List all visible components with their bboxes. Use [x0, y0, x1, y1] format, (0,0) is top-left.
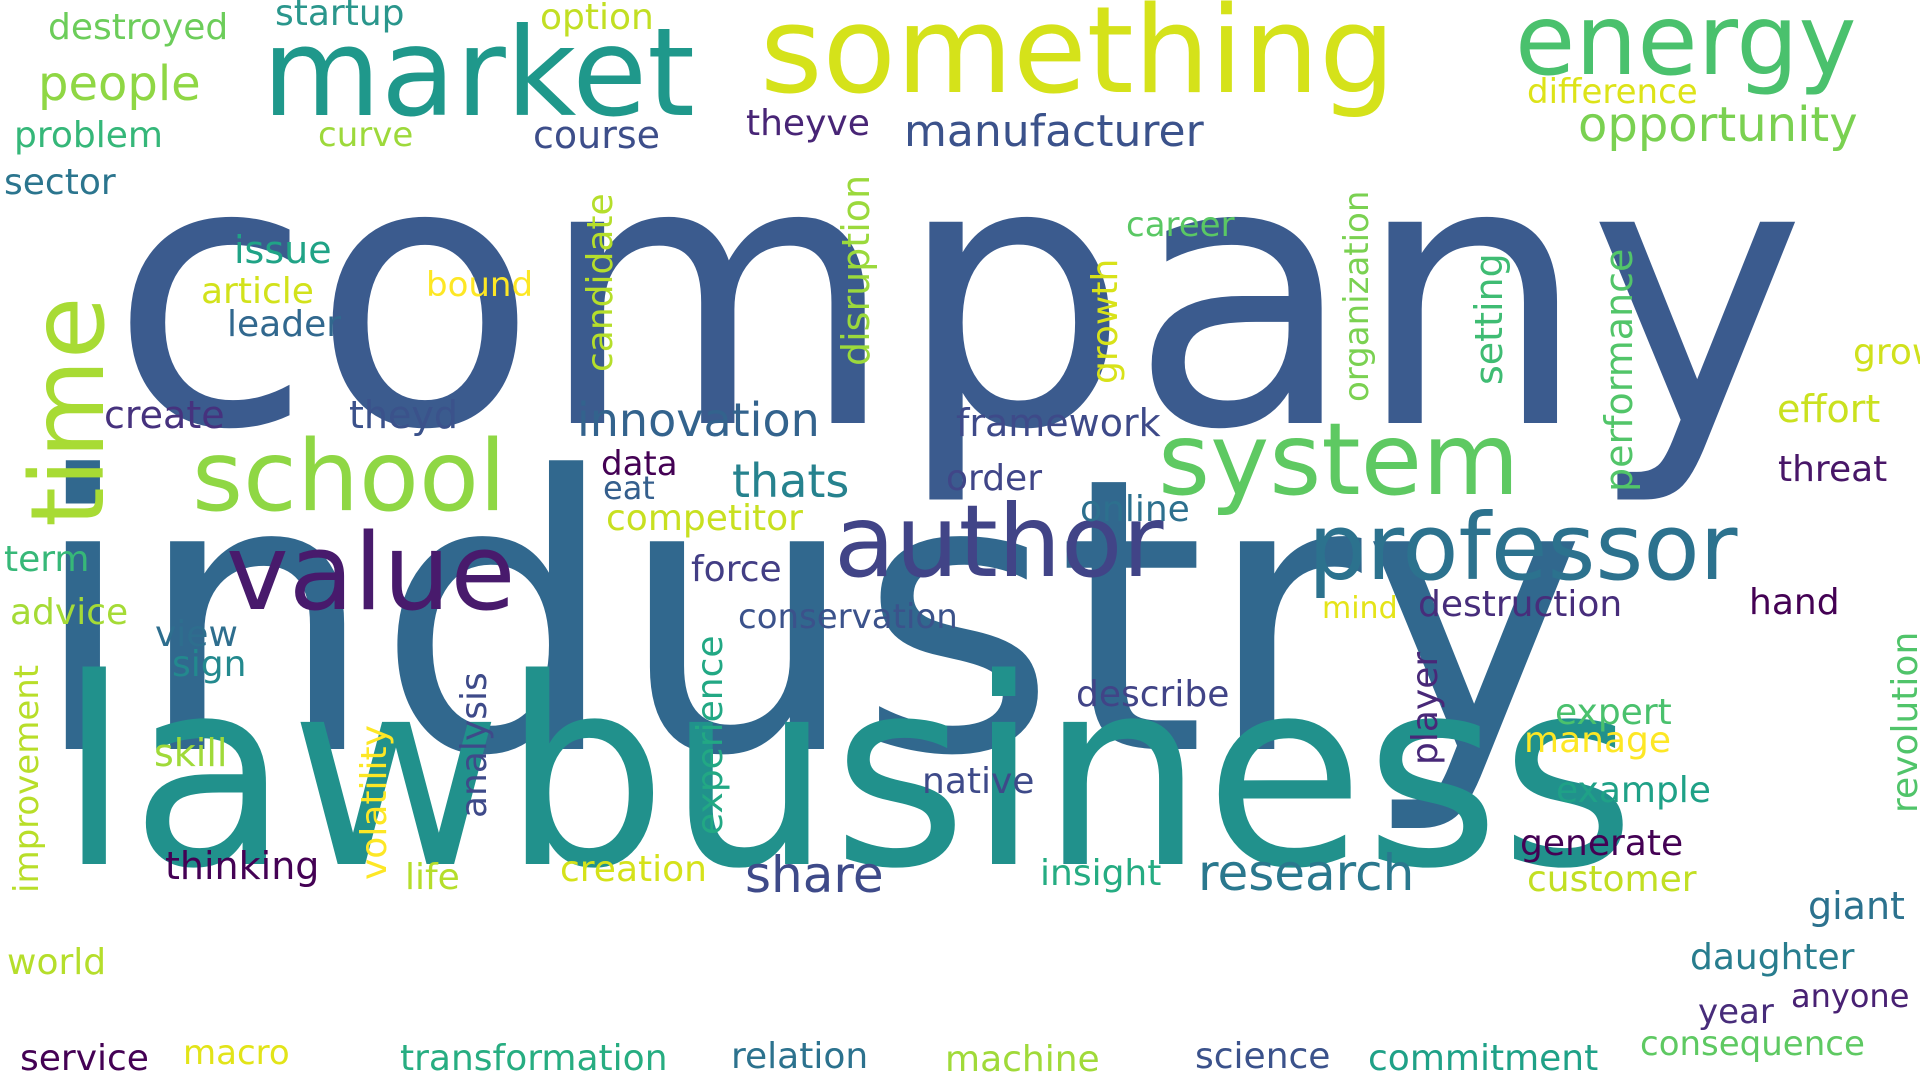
word-something: something — [760, 0, 1396, 121]
word-theyd: theyd — [349, 393, 458, 437]
word-theyve: theyve — [746, 103, 870, 144]
word-transformation: transformation — [400, 1038, 668, 1079]
word-force: force — [691, 549, 782, 590]
word-order: order — [946, 458, 1042, 499]
word-curve: curve — [318, 115, 414, 155]
word-destruction: destruction — [1418, 584, 1623, 625]
word-conservation: conservation — [738, 597, 958, 637]
word-industry: industry — [30, 396, 1587, 839]
word-growth: growth — [1085, 258, 1126, 384]
word-energy: energy — [1515, 0, 1857, 98]
word-performance: performance — [1597, 248, 1641, 492]
word-macro: macro — [183, 1033, 290, 1073]
word-effort: effort — [1777, 387, 1881, 431]
word-company: company — [110, 81, 1807, 510]
word-share: share — [745, 846, 884, 904]
word-leader: leader — [227, 304, 342, 345]
word-service: service — [20, 1038, 149, 1079]
word-manufacturer: manufacturer — [904, 106, 1204, 157]
word-analysis: analysis — [454, 672, 495, 818]
word-grow: grow — [1853, 332, 1920, 373]
word-research: research — [1198, 844, 1415, 902]
word-opportunity: opportunity — [1578, 97, 1858, 153]
word-experience: experience — [690, 635, 731, 835]
word-advice: advice — [10, 592, 129, 633]
word-data: data — [601, 444, 678, 484]
word-customer: customer — [1527, 859, 1697, 900]
word-skill: skill — [154, 731, 228, 775]
word-hand: hand — [1749, 582, 1840, 623]
word-native: native — [922, 761, 1035, 802]
word-career: career — [1126, 205, 1235, 245]
word-eat: eat — [603, 469, 655, 507]
word-life: life — [405, 857, 460, 898]
word-create: create — [104, 393, 225, 437]
word-world: world — [7, 942, 107, 983]
word-player: player — [1405, 651, 1446, 765]
word-giant: giant — [1808, 884, 1905, 928]
word-online: online — [1080, 489, 1190, 530]
word-thinking: thinking — [165, 844, 320, 888]
word-year: year — [1698, 992, 1774, 1032]
word-innovation: innovation — [577, 393, 820, 447]
word-thats: thats — [732, 454, 850, 508]
word-option: option — [540, 0, 654, 38]
word-disruption: disruption — [834, 174, 878, 366]
word-volatility: volatility — [354, 725, 395, 880]
word-professor: professor — [1308, 494, 1738, 601]
word-machine: machine — [945, 1039, 1100, 1080]
word-candidate: candidate — [580, 193, 621, 372]
word-insight: insight — [1040, 853, 1162, 894]
word-problem: problem — [14, 115, 163, 156]
word-anyone: anyone — [1791, 977, 1910, 1015]
word-manage: manage — [1524, 720, 1672, 761]
word-difference: difference — [1527, 72, 1698, 112]
word-startup: startup — [275, 0, 405, 34]
word-view: view — [155, 614, 238, 655]
word-example: example — [1556, 770, 1711, 811]
word-competitor: competitor — [606, 498, 803, 539]
word-generate: generate — [1520, 823, 1684, 864]
word-improvement: improvement — [7, 664, 47, 893]
word-destroyed: destroyed — [48, 7, 229, 48]
word-bound: bound — [426, 265, 534, 305]
word-sector: sector — [4, 162, 116, 203]
word-threat: threat — [1778, 449, 1888, 490]
word-people: people — [38, 56, 201, 112]
word-mind: mind — [1322, 591, 1398, 626]
word-course: course — [533, 113, 661, 157]
word-science: science — [1195, 1036, 1331, 1077]
word-describe: describe — [1076, 674, 1230, 715]
word-commitment: commitment — [1368, 1038, 1599, 1079]
word-revolution: revolution — [1885, 631, 1920, 813]
word-system: system — [1158, 401, 1520, 518]
word-organization: organization — [1337, 190, 1377, 402]
word-daughter: daughter — [1690, 937, 1855, 978]
word-sign: sign — [172, 644, 247, 685]
word-setting: setting — [1467, 253, 1511, 385]
word-creation: creation — [560, 849, 707, 890]
word-school: school — [192, 420, 507, 534]
word-term: term — [4, 539, 90, 580]
word-expert: expert — [1555, 692, 1672, 733]
word-lawbusiness: lawbusiness — [58, 624, 1636, 926]
word-author: author — [834, 483, 1164, 600]
word-market: market — [262, 2, 695, 144]
word-value: value — [226, 511, 516, 634]
word-issue: issue — [234, 228, 332, 272]
word-article: article — [201, 271, 314, 312]
word-relation: relation — [731, 1036, 869, 1077]
word-framework: framework — [956, 401, 1161, 445]
word-consequence: consequence — [1640, 1024, 1865, 1064]
